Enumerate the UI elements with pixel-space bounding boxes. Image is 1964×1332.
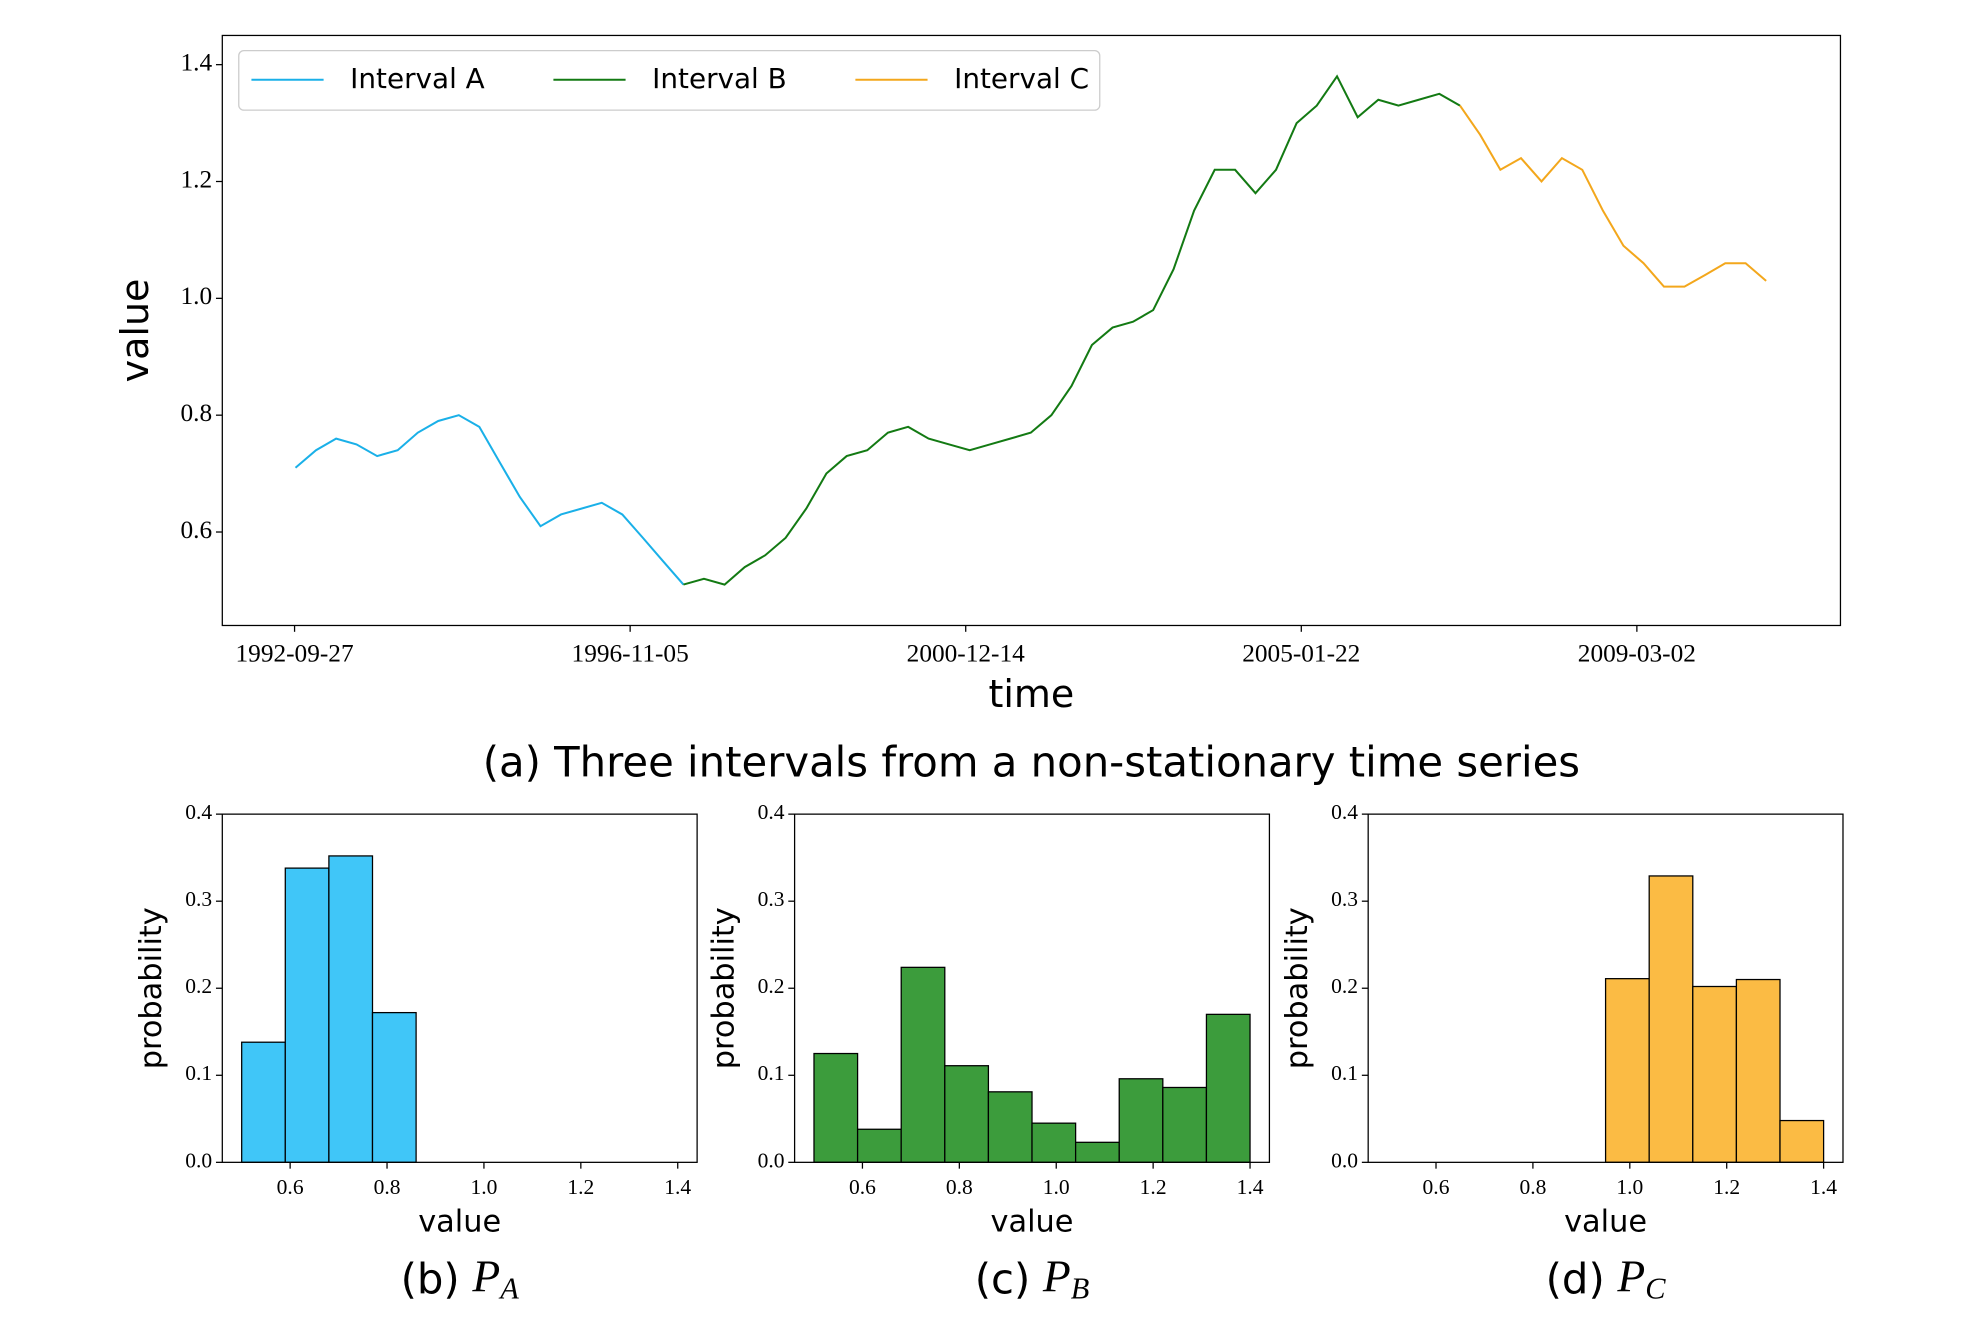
y-tick-label: 0.3 [758, 887, 785, 911]
bar [371, 1011, 417, 1163]
x-tick-label: 1.2 [1713, 1175, 1740, 1199]
bar [284, 867, 330, 1163]
y-tick-label: 0.0 [1331, 1148, 1358, 1172]
bar [1118, 1078, 1164, 1163]
caption-symbol: P [1616, 1251, 1645, 1302]
x-tick-label: 0.6 [849, 1175, 876, 1199]
series-line [683, 74, 1461, 586]
bar [1692, 985, 1738, 1163]
caption-label: (c) [975, 1254, 1031, 1303]
y-tick-label: 0.4 [1331, 800, 1358, 824]
x-tick-label: 1996-11-05 [572, 640, 689, 668]
bar [1205, 1013, 1251, 1163]
y-axis-label: probability [706, 907, 741, 1069]
legend-frame [238, 50, 1101, 111]
x-axis-label: value [418, 1205, 501, 1240]
y-tick-label: 0.6 [181, 516, 213, 544]
caption: (c) PB [975, 1251, 1090, 1306]
bar [328, 855, 374, 1163]
caption-subscript: A [498, 1271, 519, 1305]
series-line [294, 414, 685, 586]
caption-symbol: P [1042, 1251, 1071, 1302]
plot-frame [1367, 813, 1844, 1163]
y-axis-label: probability [134, 907, 169, 1069]
series-line [1459, 105, 1767, 288]
x-tick-label: 0.8 [374, 1175, 401, 1199]
x-axis-label: value [1564, 1205, 1647, 1240]
x-tick-label: 0.8 [1519, 1175, 1546, 1199]
x-tick-label: 0.8 [946, 1175, 973, 1199]
caption-subscript: B [1071, 1271, 1090, 1305]
y-tick-label: 0.1 [1331, 1061, 1358, 1085]
x-axis-label: value [991, 1205, 1074, 1240]
bar [813, 1052, 859, 1163]
y-tick-label: 0.2 [1331, 974, 1358, 998]
bar [1648, 875, 1694, 1163]
bar [1604, 978, 1650, 1163]
plot-frame [221, 813, 698, 1163]
x-tick-label: 1.2 [1140, 1175, 1167, 1199]
bar [1162, 1086, 1208, 1163]
y-tick-label: 1.2 [181, 165, 213, 193]
x-tick-label: 1.4 [1810, 1175, 1837, 1199]
bar [1779, 1119, 1825, 1163]
caption-label: (d) [1546, 1254, 1605, 1303]
caption: (a) Three intervals from a non-stationar… [483, 737, 1580, 786]
bar [241, 1041, 286, 1163]
y-tick-label: 0.3 [1331, 887, 1358, 911]
x-tick-label: 1.0 [470, 1175, 497, 1199]
caption-subscript: C [1645, 1271, 1666, 1305]
y-tick-label: 0.8 [181, 399, 213, 427]
y-tick-label: 0.1 [185, 1061, 212, 1085]
y-axis-label: value [113, 279, 157, 383]
x-tick-label: 2009-03-02 [1578, 640, 1696, 668]
y-tick-label: 1.0 [181, 282, 213, 310]
x-tick-label: 1.2 [567, 1175, 594, 1199]
y-tick-label: 0.2 [185, 974, 212, 998]
x-tick-label: 1.0 [1043, 1175, 1070, 1199]
caption-label: (b) [401, 1254, 460, 1303]
x-tick-label: 2000-12-14 [907, 640, 1025, 668]
bar [987, 1091, 1033, 1163]
plot-frame [221, 34, 1842, 627]
bar [1735, 978, 1781, 1163]
x-tick-label: 0.6 [1423, 1175, 1450, 1199]
bar [900, 966, 946, 1163]
caption: (d) PC [1546, 1251, 1667, 1306]
y-tick-label: 0.0 [758, 1148, 785, 1172]
x-tick-label: 1.4 [1237, 1175, 1264, 1199]
plot-frame [793, 813, 1271, 1163]
x-tick-label: 0.6 [277, 1175, 304, 1199]
y-tick-label: 0.3 [185, 887, 212, 911]
x-tick-label: 1.0 [1616, 1175, 1643, 1199]
caption: (b) PA [401, 1251, 520, 1306]
caption-symbol: P [471, 1251, 500, 1302]
y-tick-label: 0.1 [758, 1061, 785, 1085]
y-tick-label: 0.0 [185, 1148, 212, 1172]
legend-label: Interval B [652, 62, 787, 95]
y-axis-label: probability [1280, 907, 1315, 1069]
y-tick-label: 0.2 [758, 974, 785, 998]
bar [1031, 1122, 1077, 1163]
legend-label: Interval A [350, 62, 485, 95]
x-tick-label: 1992-09-27 [236, 640, 354, 668]
x-tick-label: 1.4 [664, 1175, 691, 1199]
y-tick-label: 0.4 [185, 800, 212, 824]
y-tick-label: 1.4 [181, 48, 213, 76]
y-tick-label: 0.4 [758, 800, 785, 824]
bar [1074, 1141, 1120, 1163]
legend-label: Interval C [954, 62, 1089, 95]
bar [944, 1065, 990, 1163]
bar [856, 1128, 902, 1163]
x-axis-label: time [988, 672, 1074, 716]
x-tick-label: 2005-01-22 [1242, 640, 1360, 668]
